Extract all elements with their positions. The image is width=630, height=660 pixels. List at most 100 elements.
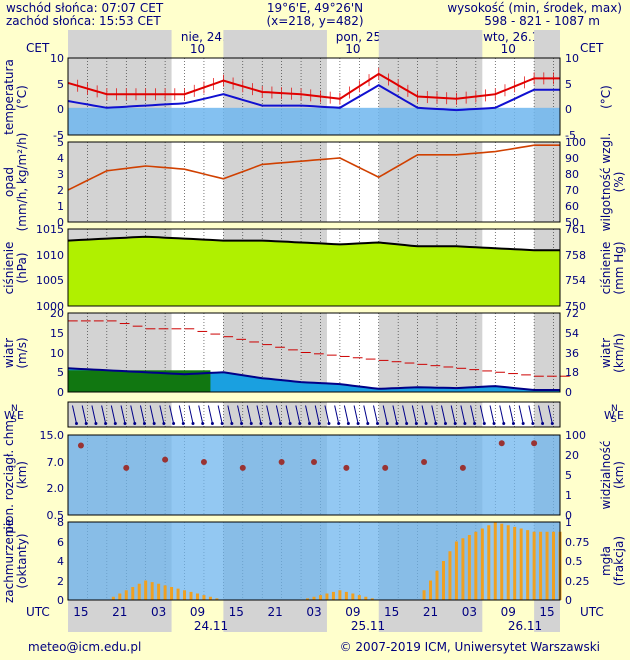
cloud-cover-bar [474,531,478,600]
visibility-tick-right: 20 [565,449,579,462]
wind-direction-arrow [431,405,437,424]
cloud-cover-bar [545,531,549,600]
pressure-tick-left: 1000 [36,300,64,313]
precip-tick-right: 60 [565,200,579,213]
wind-direction-arrow [440,405,446,424]
wind-direction-arrow-head [405,422,409,425]
temperature-tick-right: 5 [565,77,572,91]
wind-direction-arrow [91,405,97,424]
wind-direction-arrow-head [511,422,515,425]
wind-direction-arrow-head [172,422,176,425]
clouds-tick-right: 0 [565,594,572,607]
cloud-cover-bar [150,582,154,600]
wind-direction-arrow-head [317,422,321,425]
bottom-hour-label: 09 [500,605,516,619]
pressure-tick-right: 758 [565,248,586,262]
wind-left-label: wiatr (m/s) [2,336,29,369]
night-band [223,402,327,427]
bottom-hour-label: 21 [112,605,128,619]
night-band [534,402,560,427]
cloud-cover-bar [118,593,122,600]
temperature-tick-left: 10 [50,52,64,65]
precip-left-label: opad (mm/h, kg/m²/h) [2,132,29,232]
cloud-cover-bar [111,596,115,600]
cloud-extent-point [498,440,505,447]
cloud-cover-bar [364,596,368,600]
wind-direction-arrow-head [414,422,418,425]
clouds-frame [67,521,561,601]
wind-direction-arrow [305,405,311,424]
precip-tick-left: 5 [57,136,64,149]
temperature-right-label: (°C) [599,84,613,109]
wind-direction-arrow-head [541,422,545,425]
cloud-extent-point [382,464,389,471]
top-hour-label: 10 [189,42,206,56]
wind-direction-arrow [295,405,301,424]
precip-tick-right: 80 [565,168,579,181]
wind-direction-arrow-head [434,422,438,425]
cloud-cover-bar [144,580,148,600]
dewpoint-line [67,84,560,112]
wind-direction-arrow [110,405,116,424]
wind-direction-arrow-head [94,422,98,425]
wind-direction-arrow-head [84,422,88,425]
wind-direction-arrow [130,405,136,424]
wind-direction-arrow-head [210,422,214,425]
cloud-cover-bar [157,583,161,600]
wind-direction-arrow [528,405,534,424]
contact-email[interactable]: meteo@icm.edu.pl [28,640,142,654]
cloud-cover-bar [506,525,510,600]
wind-direction-arrow-head [531,422,535,425]
cloud-cover-bar [344,591,348,600]
compass-e-right: E [617,409,624,422]
wind-direction-arrow [373,405,378,424]
cloud-cover-bar [467,535,471,600]
wind-direction-arrow [518,405,524,424]
wind-direction-arrow [343,405,349,424]
wind-direction-arrow [237,405,243,424]
visibility-fill [68,435,560,515]
cloud-cover-bar [318,595,322,600]
wind-direction-arrow-head [201,422,205,425]
visibility-tick-right: 100 [565,429,586,442]
precip-tick-right: 50 [565,216,579,229]
visibility-tick-left: 0.5 [46,509,65,522]
cloud-cover-bar [176,588,180,600]
wind-direction-arrow [71,405,77,424]
cloud-cover-bar [189,591,193,600]
cloud-cover-bar [429,580,433,600]
visibility-right-label: widzialność (km) [599,440,626,510]
wind-direction-arrow-head [550,422,554,425]
precip-tick-left: 3 [57,168,64,181]
temperature-tick-left: 5 [57,77,64,91]
pressure-tick-right: 750 [565,300,586,313]
wind-direction-arrow-head [152,422,156,425]
visibility-tick-left: 2.0 [46,482,65,496]
bottom-hour-label: 15 [384,605,400,619]
axis-night-band [378,30,483,58]
cloud-extent-point [162,456,169,463]
clouds-left-label: zachmurzenie (oktanty) [2,518,29,604]
wind-direction-arrow [353,405,359,424]
night-band [378,402,483,427]
wind-direction-arrow [217,405,223,424]
wind-direction-arrow [314,405,320,424]
wind-direction-arrow [538,405,544,424]
bottom-day-3: 26.11 [507,619,543,633]
wind-direction-arrow [149,405,155,424]
cloud-extent-point [239,464,246,471]
wind-direction-arrow-head [298,422,302,425]
bottom-hour-label: 09 [189,605,206,619]
cloud-cover-bar [539,531,543,600]
visibility-left-label: pion. rozciągł. chm. (km) [2,416,29,534]
clouds-tick-right: 0.25 [565,574,590,588]
cloud-cover-bar [183,590,187,600]
visibility-tick-left: 7.0 [46,455,65,469]
wind-direction-arrow [411,405,417,424]
cloud-cover-bar [370,598,374,600]
cloud-extent-point [77,442,84,449]
cloud-cover-bar [480,528,484,600]
wind-direction-arrow [139,405,145,424]
clouds-tick-left: 2 [57,574,64,588]
cloud-cover-bar [513,526,517,600]
